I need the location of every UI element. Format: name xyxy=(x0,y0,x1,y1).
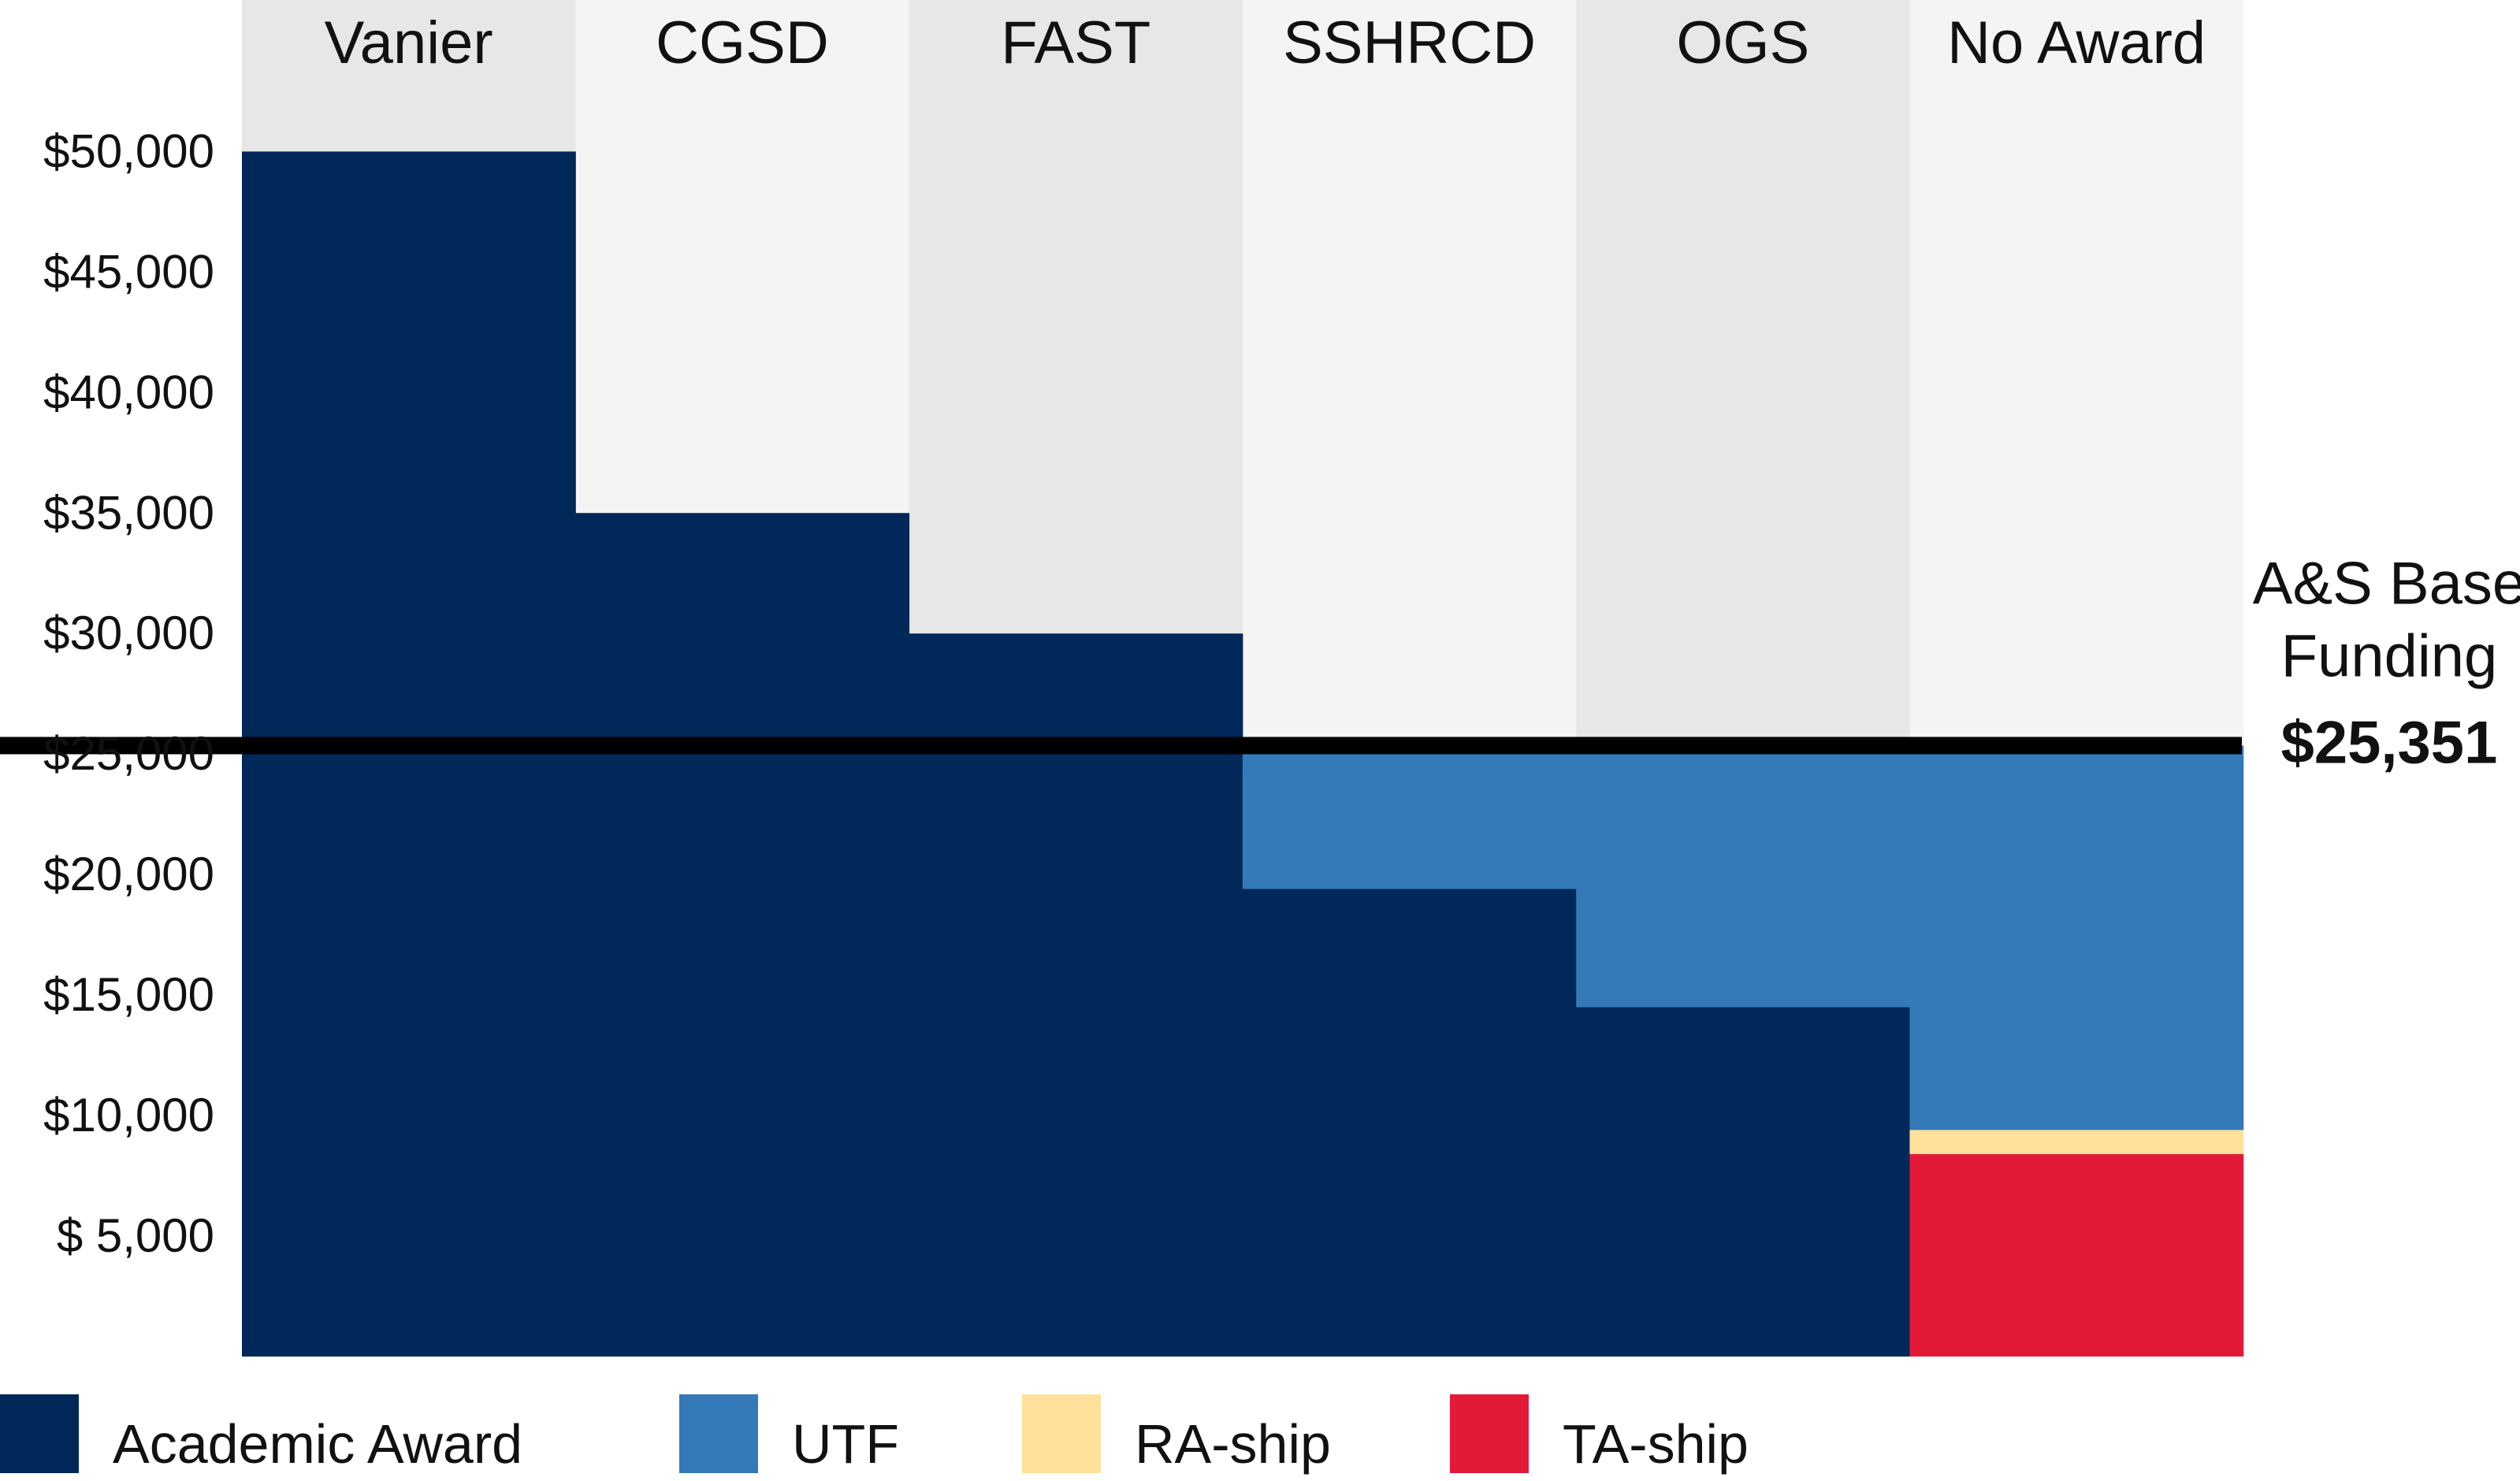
base-funding-label-line-1: A&S Base xyxy=(2253,550,2520,617)
bar-utf-no-award xyxy=(1909,745,2244,1130)
y-tick-label: $20,000 xyxy=(43,848,214,900)
legend-label-ta-ship: TA-ship xyxy=(1563,1413,1749,1475)
y-tick-label: $35,000 xyxy=(43,486,214,539)
category-label-no-award: No Award xyxy=(1947,9,2206,76)
bar-utf-ogs xyxy=(1576,745,1910,1008)
y-axis-ticks: $ 5,000 $10,000 $15,000 $20,000 $25,000 $30,0… xyxy=(43,124,214,1262)
category-label-cgsd: CGSD xyxy=(656,9,829,76)
legend-label-ra-ship: RA-ship xyxy=(1135,1413,1331,1475)
category-labels: Vanier CGSD FAST SSHRCD OGS No Award xyxy=(325,9,2206,76)
category-label-sshrcd: SSHRCD xyxy=(1283,9,1536,76)
category-label-vanier: Vanier xyxy=(325,9,493,76)
base-funding-value: $25,351 xyxy=(2281,709,2498,776)
bar-utf-sshrcd xyxy=(1242,745,1577,889)
legend-swatch-academic-award xyxy=(0,1394,79,1473)
y-tick-label: $40,000 xyxy=(43,366,214,418)
y-tick-label: $50,000 xyxy=(43,124,214,177)
bar-academic-award-ogs xyxy=(1576,1007,1910,1357)
y-tick-label: $25,000 xyxy=(43,727,214,780)
base-funding-label-line-2: Funding xyxy=(2281,622,2498,689)
base-funding-line xyxy=(0,737,2242,755)
legend-swatch-ta-ship xyxy=(1450,1394,1529,1473)
y-tick-label: $ 5,000 xyxy=(57,1209,214,1262)
legend-swatch-ra-ship xyxy=(1022,1394,1101,1473)
y-tick-label: $10,000 xyxy=(43,1089,214,1141)
legend-label-academic-award: Academic Award xyxy=(113,1413,522,1475)
bar-academic-award-cgsd xyxy=(575,513,910,1357)
category-label-ogs: OGS xyxy=(1676,9,1809,76)
bar-ra-ship-no-award xyxy=(1909,1130,2244,1155)
bar-academic-award-sshrcd xyxy=(1242,889,1577,1357)
y-tick-label: $15,000 xyxy=(43,968,214,1021)
y-tick-label: $45,000 xyxy=(43,245,214,298)
category-label-fast: FAST xyxy=(1001,9,1150,76)
y-tick-label: $30,000 xyxy=(43,607,214,659)
legend-label-utf: UTF xyxy=(792,1413,899,1475)
legend: Academic Award UTF RA-ship TA-ship xyxy=(0,1394,1749,1475)
legend-swatch-utf xyxy=(679,1394,758,1473)
bar-ta-ship-no-award xyxy=(1909,1154,2244,1357)
